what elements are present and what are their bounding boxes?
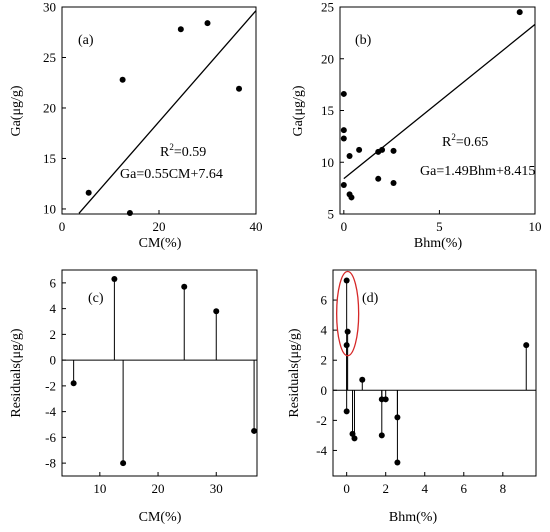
x-axis-label: CM(%) <box>139 236 182 251</box>
panel-c: 10 20 30 -8 -6 -4 -2 0 2 4 6 CM(%) Residuals(μg/g) (c… <box>9 269 258 525</box>
residual-point <box>213 308 220 315</box>
plot-frame <box>61 269 258 477</box>
y-tick-label: 15 <box>43 151 56 166</box>
x-tick-label: 10 <box>529 219 542 234</box>
equation-annotation: Ga=0.55CM+7.64 <box>120 167 223 182</box>
y-tick-label: -4 <box>316 443 327 458</box>
x-tick-label: 0 <box>343 481 350 496</box>
residual-point <box>359 376 366 383</box>
x-tick-label: 5 <box>436 219 443 234</box>
x-axis-label: Bhm(%) <box>389 510 438 525</box>
residual-point <box>343 277 350 284</box>
highlight-ellipse <box>336 270 360 357</box>
data-point <box>340 90 347 97</box>
panel-label: (b) <box>355 33 372 48</box>
data-point <box>340 135 347 142</box>
r2-annotation: R2=0.65 <box>442 132 488 150</box>
residual-point <box>70 380 77 387</box>
y-tick-label: 25 <box>321 0 334 15</box>
data-point <box>375 175 382 182</box>
y-tick-label: -2 <box>45 378 56 393</box>
fit-line <box>78 10 256 214</box>
y-axis-label: Ga(μg/g) <box>291 85 306 136</box>
data-point <box>340 182 347 189</box>
panel-label: (d) <box>362 291 379 306</box>
y-tick-label: -4 <box>45 404 56 419</box>
data-point <box>356 146 363 153</box>
x-axis-label: Bhm(%) <box>414 236 463 251</box>
residual-point <box>343 342 350 349</box>
data-point <box>390 147 397 154</box>
panel-label: (a) <box>78 33 94 48</box>
y-axis-label: Residuals(μg/g) <box>287 328 302 417</box>
y-tick-label: 2 <box>321 353 328 368</box>
x-tick-label: 20 <box>152 481 165 496</box>
y-tick-label: 15 <box>321 103 334 118</box>
data-point <box>346 153 353 160</box>
residual-point <box>394 459 401 466</box>
data-point <box>390 179 397 186</box>
y-tick-label: 6 <box>321 293 328 308</box>
data-point <box>204 20 211 27</box>
data-point <box>119 76 126 83</box>
x-tick-label: 8 <box>500 481 507 496</box>
data-point <box>177 26 184 33</box>
data-point <box>379 146 386 153</box>
residual-point <box>523 342 530 349</box>
y-tick-label: 30 <box>43 0 56 15</box>
y-tick-label: -8 <box>45 456 56 471</box>
y-tick-label: 25 <box>43 50 56 65</box>
y-tick-label: 10 <box>321 155 334 170</box>
r2-annotation: R2=0.59 <box>160 142 206 160</box>
x-tick-label: 0 <box>341 219 348 234</box>
data-point <box>516 9 523 16</box>
data-point <box>236 85 243 92</box>
x-tick-label: 30 <box>210 481 223 496</box>
y-axis-label: Residuals(μg/g) <box>9 328 24 417</box>
y-tick-label: 20 <box>321 51 334 66</box>
plot-frame <box>332 269 537 477</box>
x-tick-label: 40 <box>250 219 263 234</box>
y-tick-label: 0 <box>50 353 57 368</box>
residual-point <box>344 328 351 335</box>
residual-point <box>351 435 358 442</box>
residual-point <box>378 432 385 439</box>
data-point <box>126 209 133 216</box>
x-tick-label: 4 <box>421 481 428 496</box>
x-tick-label: 2 <box>382 481 389 496</box>
y-tick-label: -6 <box>45 430 56 445</box>
residual-point <box>343 408 350 415</box>
x-tick-label: 10 <box>93 481 106 496</box>
data-point <box>85 189 92 196</box>
panel-label: (c) <box>88 291 104 306</box>
y-tick-label: 4 <box>50 301 57 316</box>
y-axis-label: Ga(μg/g) <box>9 85 24 136</box>
residual-point <box>120 460 127 467</box>
y-tick-label: 2 <box>50 327 57 342</box>
y-tick-label: -2 <box>316 413 327 428</box>
y-tick-label: 4 <box>321 323 328 338</box>
panel-d: 0 2 4 6 8 -4 -2 0 2 4 6 Bhm(%) Residuals(μg/g) (d) <box>287 269 537 525</box>
x-tick-label: 6 <box>461 481 468 496</box>
y-tick-label: 20 <box>43 100 56 115</box>
residual-point <box>111 276 118 283</box>
data-point <box>348 194 355 201</box>
y-tick-label: 6 <box>50 275 57 290</box>
equation-annotation: Ga=1.49Bhm+8.415 <box>420 164 535 179</box>
y-tick-label: 0 <box>321 383 328 398</box>
fit-line <box>343 23 535 180</box>
x-tick-label: 0 <box>59 219 66 234</box>
data-point <box>340 127 347 134</box>
y-tick-label: 10 <box>43 201 56 216</box>
residual-point <box>251 427 258 434</box>
residual-point <box>181 283 188 290</box>
x-axis-label: CM(%) <box>139 510 182 525</box>
panel-b: 0 5 10510152025Bhm(%)Ga(μg/g)(b)R2=0.65Ga=… <box>291 0 542 251</box>
y-tick-label: 5 <box>328 207 335 222</box>
panel-a: 0 20 40 10 15 20 25 30 CM(%) Ga(μg/g) (a) R2=0.59 Ga… <box>9 0 263 251</box>
residual-point <box>382 396 389 403</box>
x-tick-label: 20 <box>153 219 166 234</box>
